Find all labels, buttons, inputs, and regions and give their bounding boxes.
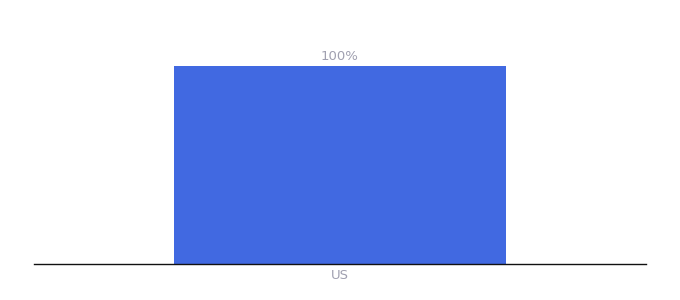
Text: 100%: 100% [321, 50, 359, 63]
Bar [174, 66, 506, 264]
